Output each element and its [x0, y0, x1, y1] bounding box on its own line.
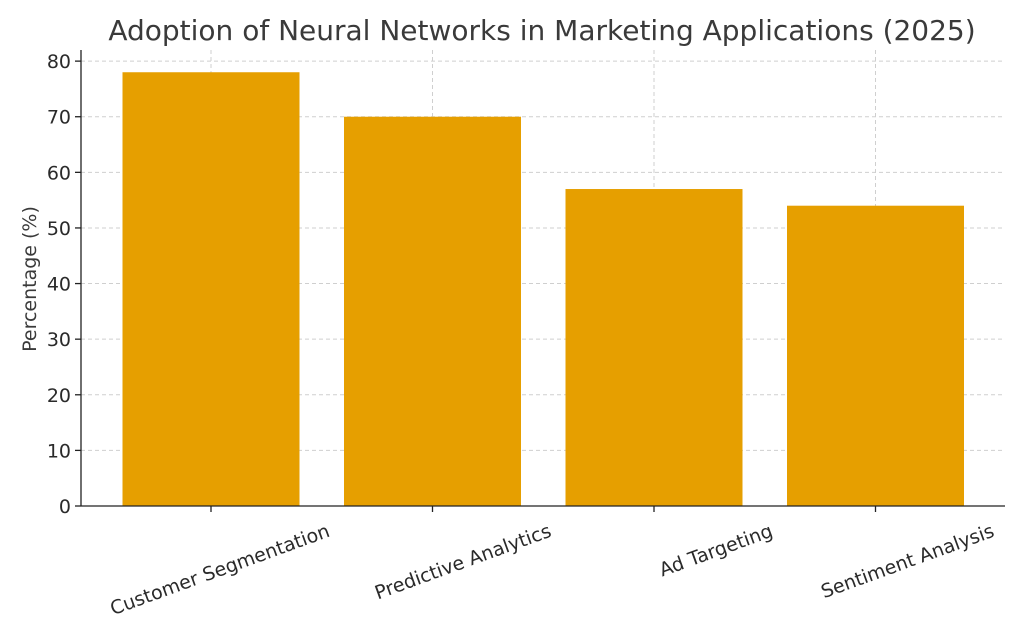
- axes: [80, 50, 1005, 507]
- chart-title: Adoption of Neural Networks in Marketing…: [108, 14, 975, 47]
- x-tick-label: Predictive Analytics: [372, 520, 554, 604]
- y-tick-label: 30: [47, 329, 71, 351]
- x-tick-label: Sentiment Analysis: [818, 520, 997, 603]
- y-tick-label: 40: [47, 274, 71, 296]
- y-tick-label: 60: [47, 162, 71, 184]
- y-tick-label: 20: [47, 385, 71, 407]
- bar-1: [344, 116, 521, 507]
- x-tick-label: Ad Targeting: [656, 520, 775, 581]
- y-tick-label: 50: [47, 218, 71, 240]
- bar-0: [122, 72, 300, 507]
- y-axis-label: Percentage (%): [19, 206, 41, 352]
- y-tick-label: 0: [59, 496, 71, 518]
- y-tick-label: 80: [47, 51, 71, 73]
- bar-3: [787, 205, 964, 506]
- y-ticks: 0 10 20 30 40 50 60 70 80: [47, 51, 81, 518]
- y-tick-label: 10: [47, 440, 71, 462]
- bars: [122, 72, 964, 507]
- x-ticks: Customer Segmentation Predictive Analytic…: [107, 506, 997, 620]
- bar-2: [565, 189, 743, 506]
- x-tick-label: Customer Segmentation: [107, 520, 332, 620]
- y-tick-label: 70: [47, 107, 71, 129]
